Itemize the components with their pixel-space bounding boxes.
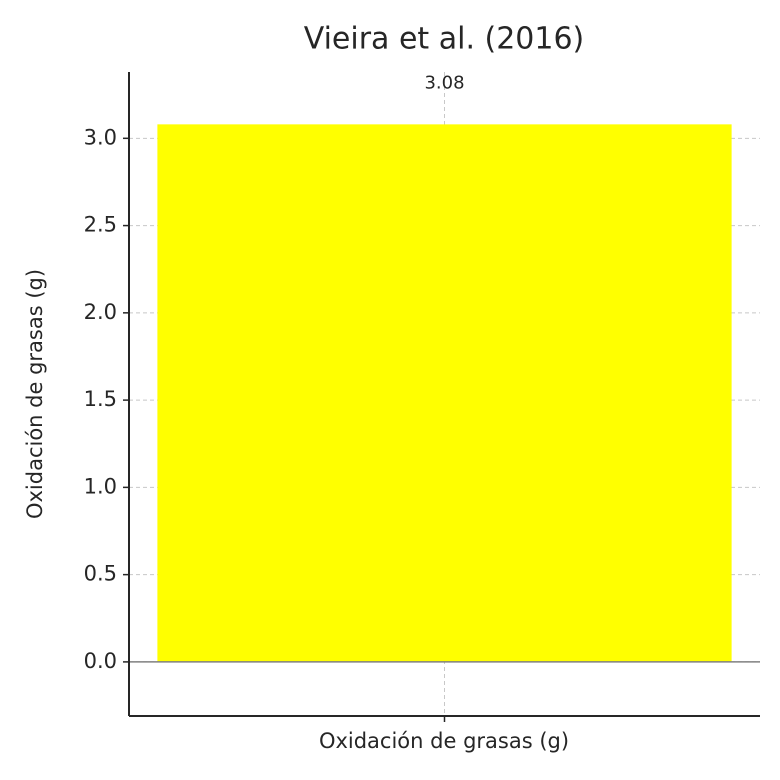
y-tick-label: 3.0 (84, 125, 117, 149)
y-tick-label: 1.0 (84, 474, 117, 498)
bar (157, 124, 732, 662)
value-label: 3.08 (424, 72, 464, 93)
chart-title: Vieira et al. (2016) (304, 22, 585, 57)
x-axis-label: Oxidación de grasas (g) (319, 729, 569, 753)
y-tick-label: 2.5 (84, 213, 117, 237)
y-axis-label: Oxidación de grasas (g) (23, 269, 47, 519)
y-tick-label: 0.0 (84, 649, 117, 673)
y-tick-label: 1.5 (84, 387, 117, 411)
y-tick-label: 0.5 (84, 562, 117, 586)
y-tick-label: 2.0 (84, 300, 117, 324)
